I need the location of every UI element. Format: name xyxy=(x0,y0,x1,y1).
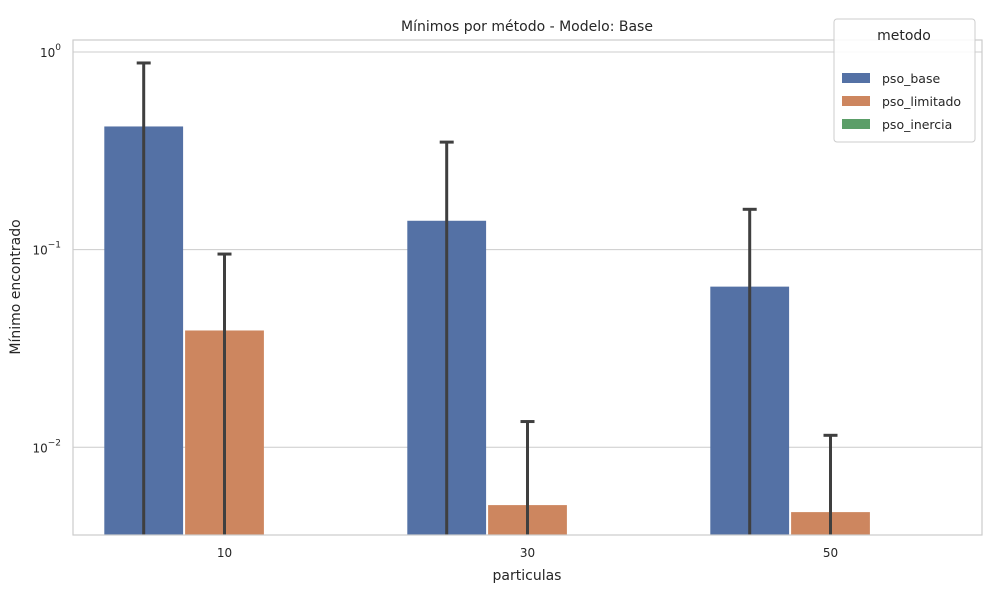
chart-title: Mínimos por método - Modelo: Base xyxy=(401,19,653,35)
y-tick-label: 10−2 xyxy=(32,438,61,455)
legend-entry: pso_inercia xyxy=(882,117,952,132)
y-tick-label: 10−1 xyxy=(32,241,61,258)
legend-title: metodo xyxy=(877,28,931,44)
bars xyxy=(104,126,870,535)
x-tick-label: 10 xyxy=(217,546,232,560)
legend-box xyxy=(833,18,976,143)
y-tick-label: 100 xyxy=(40,43,61,60)
x-axis-label: particulas xyxy=(493,568,562,584)
x-axis-ticks: 10 30 50 xyxy=(217,546,838,560)
legend-entry: pso_base xyxy=(882,71,940,86)
legend: metodo pso_base pso_limitado pso_inercia xyxy=(833,18,976,143)
x-tick-label: 50 xyxy=(823,546,838,560)
y-axis-ticks: 100 10−1 10−2 xyxy=(32,43,61,455)
x-tick-label: 30 xyxy=(520,546,535,560)
legend-swatch xyxy=(842,96,870,106)
plot-frame xyxy=(72,39,983,536)
legend-swatch xyxy=(842,73,870,83)
y-axis-label: Mínimo encontrado xyxy=(8,219,24,354)
error-bars xyxy=(136,61,838,535)
legend-swatch xyxy=(842,119,870,129)
legend-entry: pso_limitado xyxy=(882,94,961,109)
